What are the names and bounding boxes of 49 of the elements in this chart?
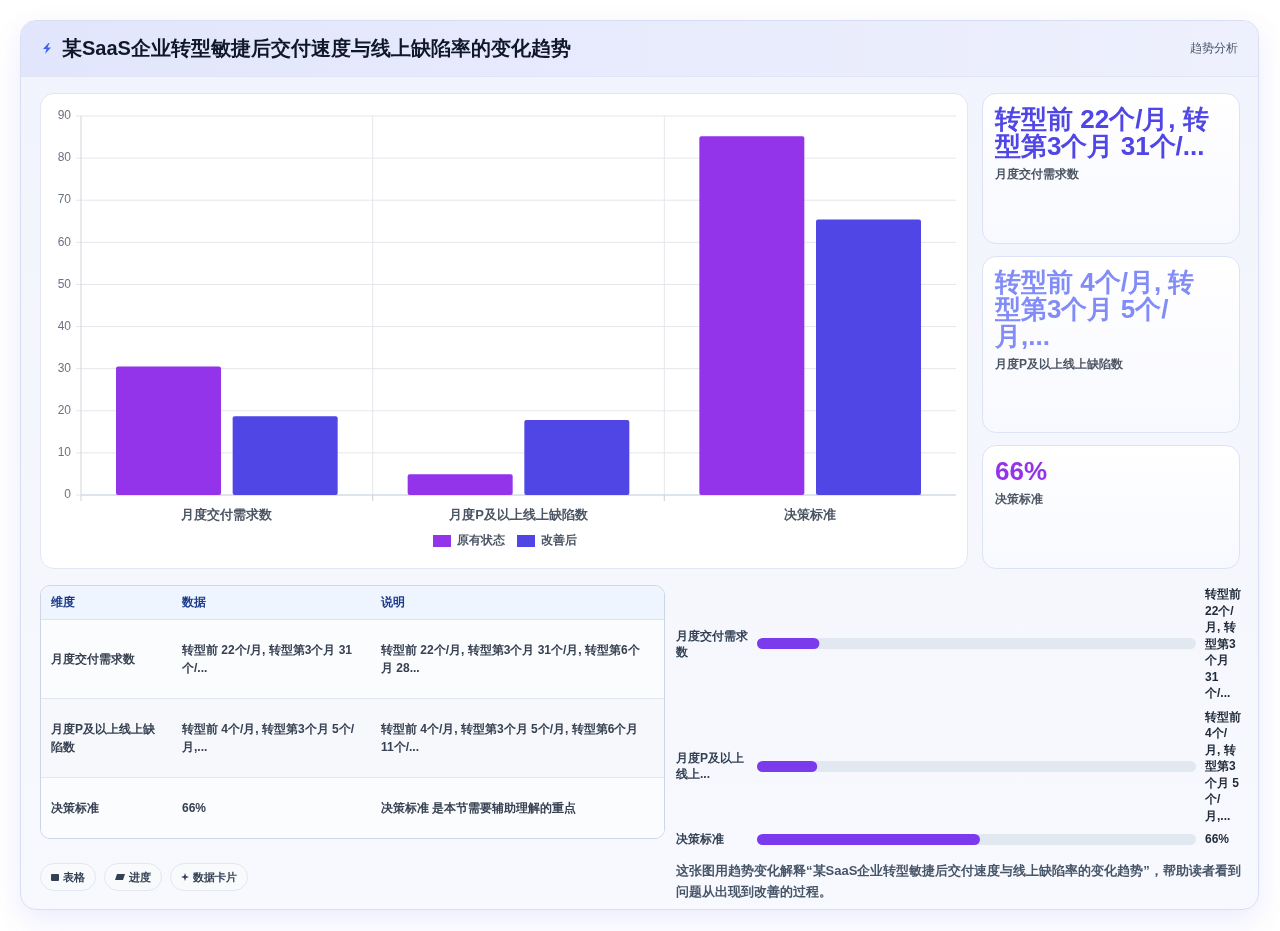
category-label: 说明 xyxy=(371,586,664,620)
bar xyxy=(699,136,805,495)
y-tick-label: 80 xyxy=(57,150,72,165)
category-label: 月度交付需求数 xyxy=(995,166,1080,182)
x-tick-label: 月度交付需求数 xyxy=(180,507,274,522)
y-tick-label: 10 xyxy=(57,445,72,460)
category-label: 月度P及以上线上缺陷数 xyxy=(995,355,1124,372)
text: 表格 xyxy=(63,869,85,885)
y2-tick-label: 转型前 4个/月, 转型第3个月 5个/月,... xyxy=(1205,708,1242,824)
y-tick-label: 40 xyxy=(57,318,72,333)
bar xyxy=(232,416,338,495)
text: 转型前 22个/月, 转型第3个月 31个/... xyxy=(182,643,353,675)
y-tick-label: 0 xyxy=(64,487,72,502)
annotation: 这张图用趋势变化解释“某SaaS企业转型敏捷后交付速度与线上缺陷率的变化趋势”，帮助读者看到问题从出现到改善的过程。 xyxy=(676,861,1242,901)
x-tick-label: 月度P及以上线上缺陷数 xyxy=(448,507,589,522)
chart-title: 某SaaS企业转型敏捷后交付速度与线上缺陷率的变化趋势 xyxy=(62,36,571,61)
y-tick-label: 决策标准 xyxy=(676,831,725,848)
text: 转型前 22个/月, 转型第3个月 31个/月, 转型第6个月 28... xyxy=(381,643,640,675)
y-tick-label: 月度交付需求数 xyxy=(676,627,749,660)
bar xyxy=(816,219,921,495)
y-tick-label: 50 xyxy=(57,276,72,291)
text: 转型前 4个/月, 转型第3个月 5个/月,... xyxy=(995,266,1195,351)
text: 66% xyxy=(995,456,1048,487)
text: 月度P及以上线上缺陷数 xyxy=(51,722,156,754)
text: 趋势分析 xyxy=(1190,40,1238,56)
y2-tick-label: 转型前 22个/月, 转型第3个月 31个/... xyxy=(1205,586,1242,702)
text: 转型前 4个/月, 转型第3个月 5个/月, 转型第6个月 11个/... xyxy=(381,722,639,754)
category-label: 维度 xyxy=(41,586,172,620)
legend-label: 原有状态 xyxy=(456,533,506,548)
category-label: 数据 xyxy=(172,586,371,620)
x-tick-label: 决策标准 xyxy=(784,507,837,522)
text: 转型前 4个/月, 转型第3个月 5个/月,... xyxy=(182,722,355,754)
text: 数据卡片 xyxy=(193,869,237,885)
y-tick-label: 30 xyxy=(57,360,72,375)
y-tick-label: 90 xyxy=(57,108,72,123)
legend-label: 改善后 xyxy=(541,533,577,548)
category-label: 决策标准 xyxy=(995,491,1044,508)
y-tick-label: 60 xyxy=(57,234,72,249)
text: 决策标准 是本节需要辅助理解的重点 xyxy=(381,801,577,815)
bar xyxy=(116,366,221,495)
y2-tick-label: 66% xyxy=(1205,831,1231,848)
text: 进度 xyxy=(129,869,151,885)
y-tick-label: 70 xyxy=(57,192,72,207)
y-tick-label: 20 xyxy=(57,402,72,417)
y-tick-label: 月度P及以上线上... xyxy=(676,750,745,783)
text: 66% xyxy=(182,801,207,815)
bar xyxy=(524,420,630,495)
text: 转型前 22个/月, 转型第3个月 31个/... xyxy=(995,104,1209,161)
bar xyxy=(407,474,513,495)
